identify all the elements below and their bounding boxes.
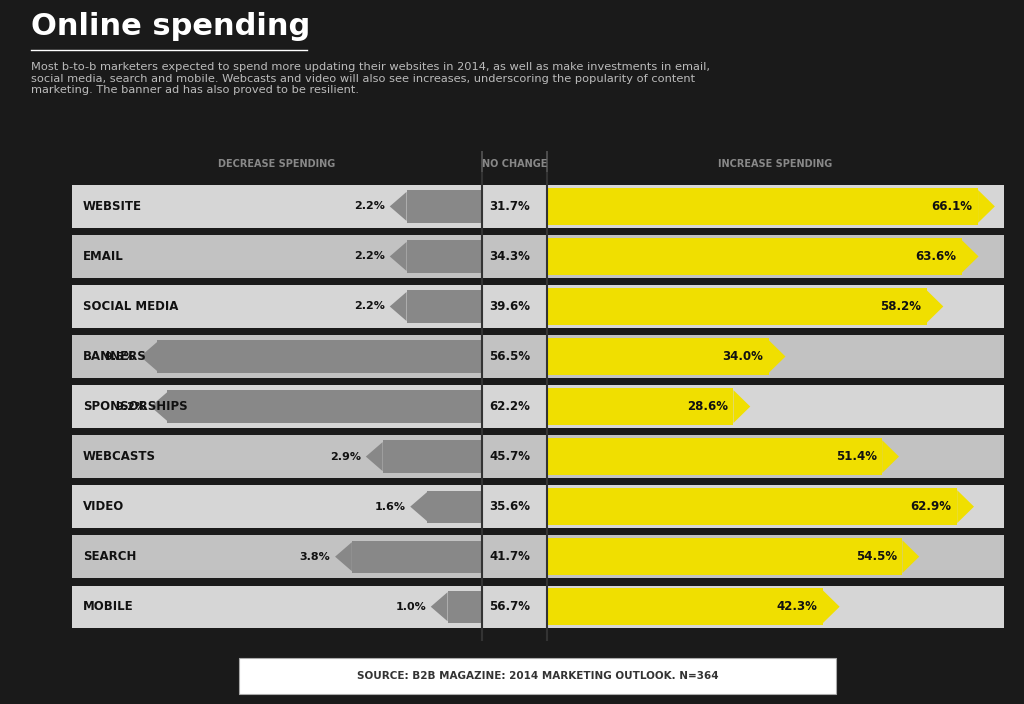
Text: WEBSITE: WEBSITE: [83, 200, 142, 213]
Text: 2.2%: 2.2%: [354, 251, 385, 261]
Polygon shape: [769, 340, 785, 373]
Bar: [157, 341, 481, 372]
Text: 3.8%: 3.8%: [300, 552, 331, 562]
Text: 2.2%: 2.2%: [354, 301, 385, 311]
Text: INCREASE SPENDING: INCREASE SPENDING: [718, 159, 833, 169]
Text: 31.7%: 31.7%: [489, 200, 529, 213]
Polygon shape: [431, 592, 447, 621]
Text: 42.3%: 42.3%: [776, 601, 817, 613]
Polygon shape: [390, 242, 407, 271]
Text: 28.6%: 28.6%: [687, 400, 728, 413]
Bar: [167, 391, 481, 422]
Bar: [72, 285, 1004, 327]
Text: 56.7%: 56.7%: [489, 601, 530, 613]
Bar: [72, 235, 1004, 277]
Polygon shape: [902, 540, 920, 573]
Text: 34.0%: 34.0%: [722, 350, 763, 363]
Text: 9.5%: 9.5%: [104, 351, 135, 362]
Bar: [547, 539, 902, 575]
Polygon shape: [927, 290, 943, 323]
Polygon shape: [978, 190, 995, 222]
Text: 34.3%: 34.3%: [489, 250, 530, 263]
Text: 62.2%: 62.2%: [489, 400, 530, 413]
Text: SOCIAL MEDIA: SOCIAL MEDIA: [83, 300, 178, 313]
Text: 58.2%: 58.2%: [880, 300, 921, 313]
Polygon shape: [957, 490, 974, 523]
Bar: [407, 190, 481, 222]
Text: 54.5%: 54.5%: [856, 551, 897, 563]
Polygon shape: [151, 392, 167, 421]
Polygon shape: [962, 240, 979, 273]
Bar: [547, 288, 927, 325]
Text: 56.5%: 56.5%: [489, 350, 530, 363]
Bar: [407, 290, 481, 322]
Bar: [72, 486, 1004, 528]
Bar: [352, 541, 481, 573]
Bar: [547, 589, 823, 625]
Text: SPONSORSHIPS: SPONSORSHIPS: [83, 400, 187, 413]
Text: SOURCE: B2B MAGAZINE: 2014 MARKETING OUTLOOK. N=364: SOURCE: B2B MAGAZINE: 2014 MARKETING OUT…: [356, 671, 719, 681]
Bar: [547, 188, 978, 225]
Bar: [72, 335, 1004, 378]
FancyBboxPatch shape: [240, 658, 836, 693]
Polygon shape: [733, 390, 751, 423]
Text: 45.7%: 45.7%: [489, 450, 530, 463]
Bar: [407, 240, 481, 272]
Text: 66.1%: 66.1%: [932, 200, 973, 213]
Bar: [447, 591, 481, 623]
Text: EMAIL: EMAIL: [83, 250, 124, 263]
Bar: [547, 489, 957, 525]
Text: 2.9%: 2.9%: [330, 451, 361, 462]
Text: DECREASE SPENDING: DECREASE SPENDING: [218, 159, 335, 169]
Text: 39.6%: 39.6%: [489, 300, 530, 313]
Text: 9.2%: 9.2%: [115, 401, 145, 412]
Bar: [547, 439, 883, 474]
Text: VIDEO: VIDEO: [83, 500, 124, 513]
Polygon shape: [140, 342, 157, 371]
Text: 63.6%: 63.6%: [915, 250, 956, 263]
Text: 35.6%: 35.6%: [489, 500, 530, 513]
Bar: [547, 339, 769, 375]
Text: 51.4%: 51.4%: [836, 450, 877, 463]
Bar: [72, 185, 1004, 227]
Text: 41.7%: 41.7%: [489, 551, 530, 563]
Polygon shape: [823, 591, 840, 623]
Bar: [547, 389, 733, 425]
Text: WEBCASTS: WEBCASTS: [83, 450, 156, 463]
Text: 2.2%: 2.2%: [354, 201, 385, 211]
Text: MOBILE: MOBILE: [83, 601, 133, 613]
Text: Most b-to-b marketers expected to spend more updating their websites in 2014, as: Most b-to-b marketers expected to spend …: [31, 62, 710, 95]
Text: SEARCH: SEARCH: [83, 551, 136, 563]
Polygon shape: [411, 492, 427, 521]
Bar: [427, 491, 481, 523]
Polygon shape: [390, 292, 407, 321]
Bar: [72, 385, 1004, 428]
Bar: [72, 586, 1004, 628]
Text: 1.6%: 1.6%: [375, 502, 406, 512]
Text: BANNERS: BANNERS: [83, 350, 146, 363]
Polygon shape: [390, 192, 407, 221]
Polygon shape: [883, 440, 899, 473]
Bar: [72, 435, 1004, 478]
Bar: [383, 441, 481, 472]
Text: NO CHANGE: NO CHANGE: [481, 159, 547, 169]
Polygon shape: [366, 442, 383, 471]
Polygon shape: [335, 542, 352, 571]
Bar: [72, 536, 1004, 578]
Text: 62.9%: 62.9%: [910, 500, 951, 513]
Bar: [547, 238, 962, 275]
Text: 1.0%: 1.0%: [395, 602, 426, 612]
Text: Online spending: Online spending: [31, 13, 310, 42]
